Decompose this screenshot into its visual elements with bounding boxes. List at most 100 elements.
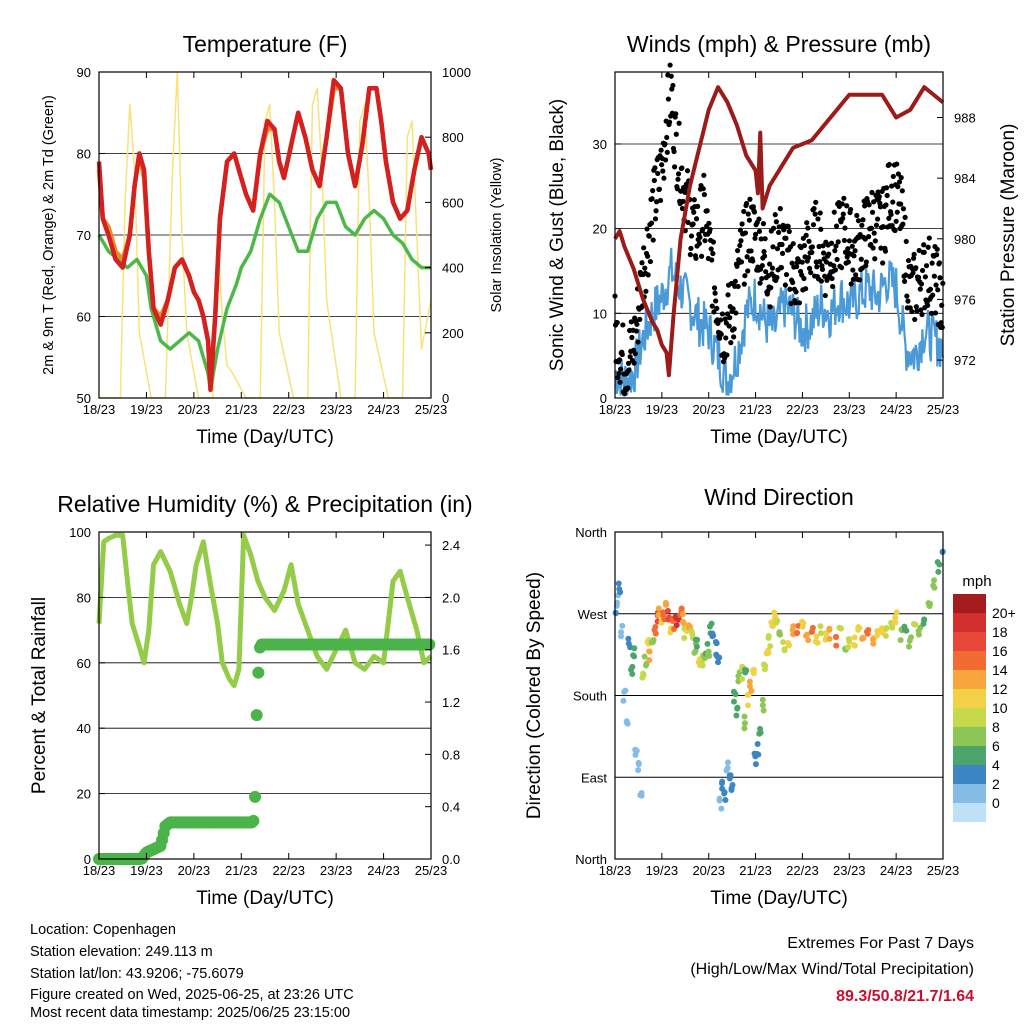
y-right-tick-label: 200 (442, 326, 464, 341)
gust-point (779, 241, 785, 248)
gust-point (918, 307, 924, 313)
wind-ylabel: Sonic Wind & Gust (Blue, Black) (547, 99, 568, 371)
gust-point (664, 149, 670, 155)
temp-xlabel: Time (Day/UTC) (196, 427, 334, 448)
temp-ylabel-right: Solar Insolation (Yellow) (489, 157, 505, 312)
gust-point (840, 215, 846, 221)
gust-point (841, 195, 847, 201)
gust-point (616, 357, 623, 363)
colorbar-title: mph (962, 573, 991, 590)
x-tick-label: 22/23 (786, 863, 819, 878)
gust-point (628, 319, 634, 325)
gust-point (918, 281, 925, 287)
gust-point (831, 209, 837, 215)
y-tick-label: 80 (77, 590, 91, 605)
direction-point (724, 764, 731, 771)
gust-point (661, 175, 667, 181)
dir-panel (612, 531, 986, 860)
gust-point (884, 192, 890, 199)
gust-point (656, 186, 663, 192)
x-tick-label: 24/23 (367, 402, 400, 417)
gust-point (801, 242, 808, 249)
gust-point (777, 206, 783, 212)
footer-recent: Most recent data timestamp: 2025/06/25 2… (30, 1005, 351, 1021)
wind-xlabel: Time (Day/UTC) (710, 427, 848, 448)
rain-point (423, 638, 436, 651)
gust-point (761, 249, 767, 255)
gust-point (618, 366, 624, 372)
gust-point (845, 259, 851, 265)
gust-point (712, 290, 718, 296)
direction-point (817, 623, 824, 630)
wind-title: Winds (mph) & Pressure (mb) (627, 31, 931, 57)
gust-point (899, 188, 905, 194)
gust-point (770, 244, 776, 250)
direction-point (781, 647, 788, 654)
gust-point (855, 218, 862, 224)
gust-point (904, 293, 910, 299)
gust-point (799, 259, 805, 265)
gust-point (806, 265, 813, 271)
direction-point (693, 643, 700, 650)
gust-point (726, 323, 732, 329)
gust-point (869, 209, 876, 215)
y-tick-label: 20 (593, 222, 607, 237)
gust-point (620, 322, 626, 328)
gust-point (823, 259, 830, 265)
gust-point (719, 311, 725, 317)
y-right-tick-label: 2.0 (442, 590, 460, 605)
gust-point (756, 216, 762, 222)
direction-point (741, 725, 748, 732)
gust-point (811, 206, 817, 212)
direction-point (808, 629, 815, 636)
gust-point (871, 230, 877, 236)
direction-point (714, 653, 721, 660)
colorbar-label: 10 (992, 700, 1008, 716)
direction-point (832, 633, 839, 640)
direction-point (767, 643, 774, 650)
gust-point (822, 273, 828, 279)
direction-point (679, 611, 686, 618)
gust-point (614, 319, 620, 326)
gust-point (637, 316, 643, 322)
direction-point (704, 640, 711, 647)
x-tick-label: 19/23 (646, 863, 679, 878)
y-tick-label: North (575, 852, 607, 867)
direction-point (728, 785, 735, 792)
colorbar-label: 2 (992, 776, 1000, 792)
direction-point (906, 643, 913, 650)
direction-point (761, 666, 768, 673)
x-tick-label: 21/23 (225, 863, 258, 878)
direction-point (936, 561, 943, 568)
gust-point (820, 243, 826, 249)
gust-point (852, 248, 858, 254)
direction-point (730, 698, 737, 705)
gust-point (655, 170, 661, 177)
gust-point (750, 204, 756, 210)
gust-point (665, 96, 672, 102)
gust-point (869, 189, 875, 196)
gust-point (894, 161, 900, 167)
gust-point (833, 243, 839, 249)
gust-point (890, 173, 896, 180)
direction-point (893, 609, 900, 616)
x-tick-label: 25/23 (415, 402, 448, 417)
gust-point (922, 274, 928, 280)
gust-point (844, 203, 850, 209)
gust-point (832, 248, 838, 254)
gust-point (853, 272, 859, 278)
gust-point (923, 263, 930, 269)
direction-point (752, 761, 759, 768)
gust-point (652, 216, 659, 222)
gust-point (680, 198, 686, 204)
gust-point (803, 232, 809, 238)
gust-point (858, 256, 864, 262)
gust-point (759, 263, 765, 269)
y-tick-label: East (581, 770, 607, 785)
x-tick-label: 18/23 (83, 402, 116, 417)
direction-point (773, 617, 780, 624)
rain-point (250, 709, 263, 722)
direction-point (680, 618, 687, 625)
gust-point (895, 184, 901, 190)
